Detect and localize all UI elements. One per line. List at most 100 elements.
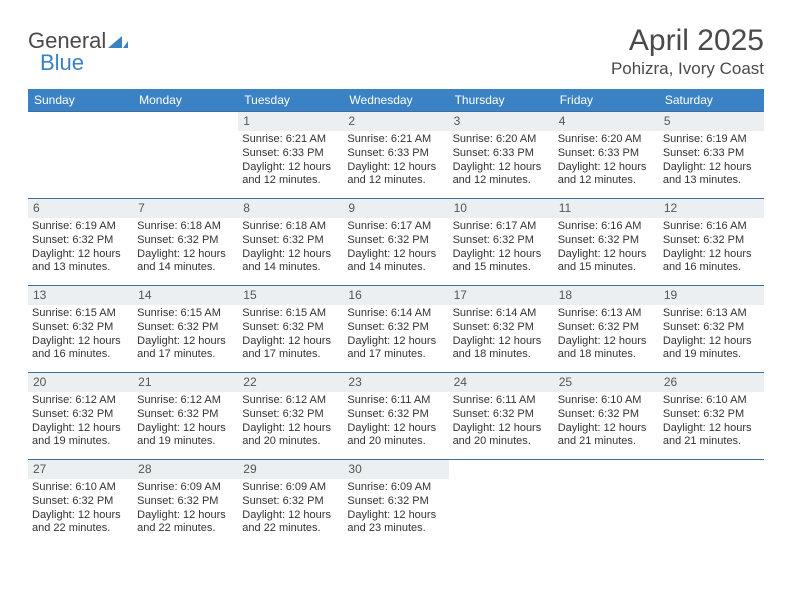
day-cell: 27Sunrise: 6:10 AMSunset: 6:32 PMDayligh… bbox=[28, 460, 133, 546]
sunset-text: Sunset: 6:32 PM bbox=[347, 495, 444, 509]
day-body: Sunrise: 6:19 AMSunset: 6:32 PMDaylight:… bbox=[28, 218, 133, 281]
sunset-text: Sunset: 6:33 PM bbox=[453, 147, 550, 161]
daylight-text: Daylight: 12 hours and 20 minutes. bbox=[453, 422, 550, 450]
daylight-text: Daylight: 12 hours and 21 minutes. bbox=[663, 422, 760, 450]
day-body: Sunrise: 6:14 AMSunset: 6:32 PMDaylight:… bbox=[343, 305, 448, 368]
day-cell: 29Sunrise: 6:09 AMSunset: 6:32 PMDayligh… bbox=[238, 460, 343, 546]
day-body: Sunrise: 6:12 AMSunset: 6:32 PMDaylight:… bbox=[28, 392, 133, 455]
sunset-text: Sunset: 6:32 PM bbox=[242, 321, 339, 335]
daylight-text: Daylight: 12 hours and 22 minutes. bbox=[137, 509, 234, 537]
sunset-text: Sunset: 6:32 PM bbox=[453, 234, 550, 248]
day-body: Sunrise: 6:13 AMSunset: 6:32 PMDaylight:… bbox=[659, 305, 764, 368]
day-number: 1 bbox=[238, 112, 343, 131]
day-cell: 25Sunrise: 6:10 AMSunset: 6:32 PMDayligh… bbox=[554, 373, 659, 459]
sunrise-text: Sunrise: 6:09 AM bbox=[137, 481, 234, 495]
day-cell: 12Sunrise: 6:16 AMSunset: 6:32 PMDayligh… bbox=[659, 199, 764, 285]
day-number: 17 bbox=[449, 286, 554, 305]
day-body: Sunrise: 6:18 AMSunset: 6:32 PMDaylight:… bbox=[238, 218, 343, 281]
day-body: Sunrise: 6:20 AMSunset: 6:33 PMDaylight:… bbox=[554, 131, 659, 194]
location-label: Pohizra, Ivory Coast bbox=[611, 59, 764, 79]
sunrise-text: Sunrise: 6:09 AM bbox=[347, 481, 444, 495]
sunrise-text: Sunrise: 6:15 AM bbox=[137, 307, 234, 321]
day-cell: 26Sunrise: 6:10 AMSunset: 6:32 PMDayligh… bbox=[659, 373, 764, 459]
daylight-text: Daylight: 12 hours and 19 minutes. bbox=[32, 422, 129, 450]
day-cell: 21Sunrise: 6:12 AMSunset: 6:32 PMDayligh… bbox=[133, 373, 238, 459]
day-cell bbox=[133, 112, 238, 198]
day-cell: 19Sunrise: 6:13 AMSunset: 6:32 PMDayligh… bbox=[659, 286, 764, 372]
sunrise-text: Sunrise: 6:16 AM bbox=[663, 220, 760, 234]
day-cell: 22Sunrise: 6:12 AMSunset: 6:32 PMDayligh… bbox=[238, 373, 343, 459]
day-number: 7 bbox=[133, 199, 238, 218]
day-number: 30 bbox=[343, 460, 448, 479]
dow-sunday: Sunday bbox=[28, 89, 133, 111]
day-body: Sunrise: 6:21 AMSunset: 6:33 PMDaylight:… bbox=[343, 131, 448, 194]
day-body: Sunrise: 6:15 AMSunset: 6:32 PMDaylight:… bbox=[28, 305, 133, 368]
sunset-text: Sunset: 6:32 PM bbox=[558, 234, 655, 248]
day-number: 25 bbox=[554, 373, 659, 392]
sunrise-text: Sunrise: 6:11 AM bbox=[347, 394, 444, 408]
title-block: April 2025 Pohizra, Ivory Coast bbox=[611, 24, 764, 79]
sunset-text: Sunset: 6:32 PM bbox=[453, 321, 550, 335]
sunset-text: Sunset: 6:33 PM bbox=[347, 147, 444, 161]
day-cell: 23 Sunrise: 6:11 AMSunset: 6:32 PMDayligh… bbox=[343, 373, 448, 459]
sunset-text: Sunset: 6:32 PM bbox=[242, 408, 339, 422]
sunset-text: Sunset: 6:32 PM bbox=[137, 495, 234, 509]
sunrise-text: Sunrise: 6:16 AM bbox=[558, 220, 655, 234]
day-body: Sunrise: 6:14 AMSunset: 6:32 PMDaylight:… bbox=[449, 305, 554, 368]
day-cell: 16Sunrise: 6:14 AMSunset: 6:32 PMDayligh… bbox=[343, 286, 448, 372]
day-body: Sunrise: 6:19 AMSunset: 6:33 PMDaylight:… bbox=[659, 131, 764, 194]
weeks-container: 1Sunrise: 6:21 AMSunset: 6:33 PMDaylight… bbox=[28, 111, 764, 546]
sunset-text: Sunset: 6:32 PM bbox=[137, 321, 234, 335]
day-number: 29 bbox=[238, 460, 343, 479]
day-body: Sunrise: 6:10 AMSunset: 6:32 PMDaylight:… bbox=[554, 392, 659, 455]
sunrise-text: Sunrise: 6:18 AM bbox=[242, 220, 339, 234]
sunrise-text: Sunrise: 6:14 AM bbox=[347, 307, 444, 321]
day-cell bbox=[659, 460, 764, 546]
sunset-text: Sunset: 6:32 PM bbox=[137, 234, 234, 248]
sunset-text: Sunset: 6:32 PM bbox=[663, 408, 760, 422]
day-body: Sunrise: 6:09 AMSunset: 6:32 PMDaylight:… bbox=[343, 479, 448, 542]
day-body: Sunrise: 6:09 AMSunset: 6:32 PMDaylight:… bbox=[133, 479, 238, 542]
day-cell: 10Sunrise: 6:17 AMSunset: 6:32 PMDayligh… bbox=[449, 199, 554, 285]
daylight-text: Daylight: 12 hours and 13 minutes. bbox=[32, 248, 129, 276]
day-number: 23 bbox=[343, 373, 448, 392]
sunset-text: Sunset: 6:32 PM bbox=[32, 408, 129, 422]
daylight-text: Daylight: 12 hours and 12 minutes. bbox=[558, 161, 655, 189]
sunset-text: Sunset: 6:32 PM bbox=[663, 234, 760, 248]
sunset-text: Sunset: 6:32 PM bbox=[347, 408, 444, 422]
dow-friday: Friday bbox=[554, 89, 659, 111]
sunrise-text: Sunrise: 6:19 AM bbox=[663, 133, 760, 147]
sunrise-text: Sunrise: 6:11 AM bbox=[453, 394, 550, 408]
daylight-text: Daylight: 12 hours and 12 minutes. bbox=[242, 161, 339, 189]
day-cell: 9Sunrise: 6:17 AMSunset: 6:32 PMDaylight… bbox=[343, 199, 448, 285]
sunset-text: Sunset: 6:32 PM bbox=[347, 321, 444, 335]
daylight-text: Daylight: 12 hours and 16 minutes. bbox=[32, 335, 129, 363]
day-body: Sunrise: 6:20 AMSunset: 6:33 PMDaylight:… bbox=[449, 131, 554, 194]
sunset-text: Sunset: 6:32 PM bbox=[347, 234, 444, 248]
sunrise-text: Sunrise: 6:10 AM bbox=[558, 394, 655, 408]
sunset-text: Sunset: 6:32 PM bbox=[663, 321, 760, 335]
daylight-text: Daylight: 12 hours and 13 minutes. bbox=[663, 161, 760, 189]
dow-tuesday: Tuesday bbox=[238, 89, 343, 111]
sunrise-text: Sunrise: 6:15 AM bbox=[32, 307, 129, 321]
calendar: Sunday Monday Tuesday Wednesday Thursday… bbox=[28, 89, 764, 546]
daylight-text: Daylight: 12 hours and 22 minutes. bbox=[242, 509, 339, 537]
dow-thursday: Thursday bbox=[449, 89, 554, 111]
day-number: 4 bbox=[554, 112, 659, 131]
day-number: 3 bbox=[449, 112, 554, 131]
sunrise-text: Sunrise: 6:21 AM bbox=[242, 133, 339, 147]
sunset-text: Sunset: 6:32 PM bbox=[558, 321, 655, 335]
daylight-text: Daylight: 12 hours and 20 minutes. bbox=[242, 422, 339, 450]
sunrise-text: Sunrise: 6:13 AM bbox=[663, 307, 760, 321]
day-cell bbox=[28, 112, 133, 198]
sunrise-text: Sunrise: 6:12 AM bbox=[137, 394, 234, 408]
daylight-text: Daylight: 12 hours and 18 minutes. bbox=[453, 335, 550, 363]
sunrise-text: Sunrise: 6:20 AM bbox=[558, 133, 655, 147]
sunrise-text: Sunrise: 6:13 AM bbox=[558, 307, 655, 321]
sunrise-text: Sunrise: 6:10 AM bbox=[32, 481, 129, 495]
day-cell: 14Sunrise: 6:15 AMSunset: 6:32 PMDayligh… bbox=[133, 286, 238, 372]
sunrise-text: Sunrise: 6:09 AM bbox=[242, 481, 339, 495]
day-cell: 18Sunrise: 6:13 AMSunset: 6:32 PMDayligh… bbox=[554, 286, 659, 372]
daylight-text: Daylight: 12 hours and 20 minutes. bbox=[347, 422, 444, 450]
sunrise-text: Sunrise: 6:19 AM bbox=[32, 220, 129, 234]
